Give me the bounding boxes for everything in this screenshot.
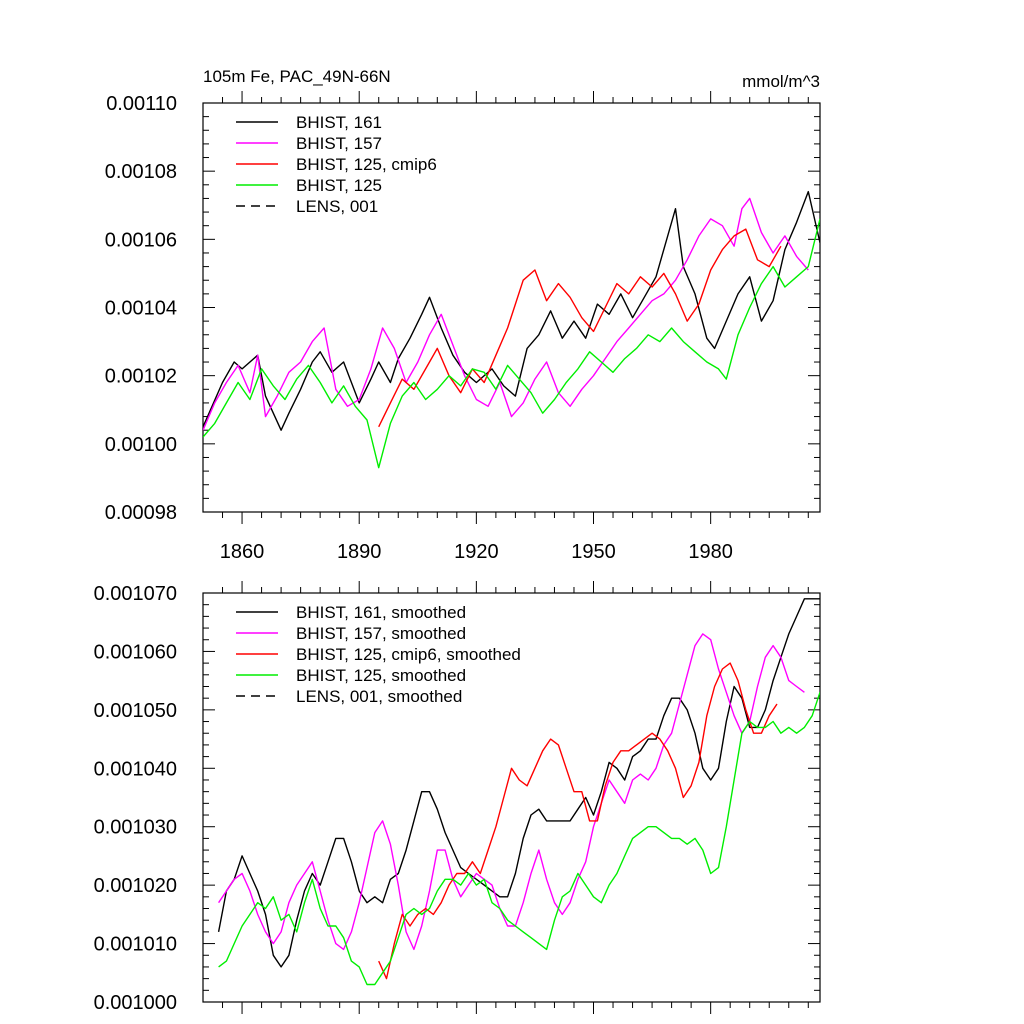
bottom-ytick-label: 0.001000 xyxy=(94,992,177,1014)
bottom-chart: 0.001000 0.001010 0.001020 0.001030 0.001040… xyxy=(94,581,821,1014)
top-series-bhist-157 xyxy=(203,197,809,431)
top-chart: 0.00098 0.00100 0.00102 0.00104 0.00106 0.001… xyxy=(105,91,821,563)
top-xtick-label: 1890 xyxy=(337,541,382,563)
bottom-ytick-label: 0.001020 xyxy=(94,875,177,897)
top-series-bhist-125 xyxy=(203,218,820,469)
bottom-ytick-label: 0.001060 xyxy=(94,641,177,663)
top-ytick-label: 0.00098 xyxy=(105,502,177,524)
bottom-ytick-label: 0.001040 xyxy=(94,758,177,780)
top-legend-label: BHIST, 157 xyxy=(296,134,382,153)
top-xtick-label: 1950 xyxy=(571,541,616,563)
top-series-bhist-125-cmip6 xyxy=(378,228,782,428)
top-ytick-label: 0.00108 xyxy=(105,161,177,183)
bottom-legend-label: BHIST, 157, smoothed xyxy=(296,624,466,643)
top-ytick-label: 0.00104 xyxy=(105,298,177,320)
top-ytick-label: 0.00100 xyxy=(105,434,177,456)
bottom-legend-label: BHIST, 125, smoothed xyxy=(296,666,466,685)
bottom-legend-label: BHIST, 125, cmip6, smoothed xyxy=(296,645,521,664)
bottom-series-bhist-157-smoothed xyxy=(218,633,805,951)
bottom-ytick-label: 0.001010 xyxy=(94,934,177,956)
bottom-plot-frame xyxy=(202,592,821,1003)
top-legend-label: BHIST, 161 xyxy=(296,113,382,132)
top-ytick-label: 0.00110 xyxy=(106,93,177,115)
top-legend-label: BHIST, 125 xyxy=(296,176,382,195)
top-xtick-label: 1980 xyxy=(688,541,733,563)
top-chart-units: mmol/m^3 xyxy=(742,72,820,91)
top-xtick-label: 1920 xyxy=(454,541,499,563)
bottom-ytick-label: 0.001070 xyxy=(94,583,177,605)
bottom-ytick-label: 0.001050 xyxy=(94,700,177,722)
bottom-series-bhist-125-smoothed xyxy=(218,692,820,986)
top-ytick-label: 0.00102 xyxy=(105,366,177,388)
top-legend-label: BHIST, 125, cmip6 xyxy=(296,155,437,174)
top-legend-label: LENS, 001 xyxy=(296,197,378,216)
top-chart-title: 105m Fe, PAC_49N-66N xyxy=(203,67,391,86)
bottom-legend-label: LENS, 001, smoothed xyxy=(296,687,462,706)
top-xtick-label: 1860 xyxy=(220,541,265,563)
bottom-legend-label: BHIST, 161, smoothed xyxy=(296,603,466,622)
bottom-series-bhist-161-smoothed xyxy=(217,598,820,968)
top-ytick-label: 0.00106 xyxy=(105,229,177,251)
top-series-bhist-161 xyxy=(203,190,820,431)
bottom-series-bhist-125-cmip6-smoothed xyxy=(378,662,778,980)
bottom-ytick-label: 0.001030 xyxy=(94,817,177,839)
